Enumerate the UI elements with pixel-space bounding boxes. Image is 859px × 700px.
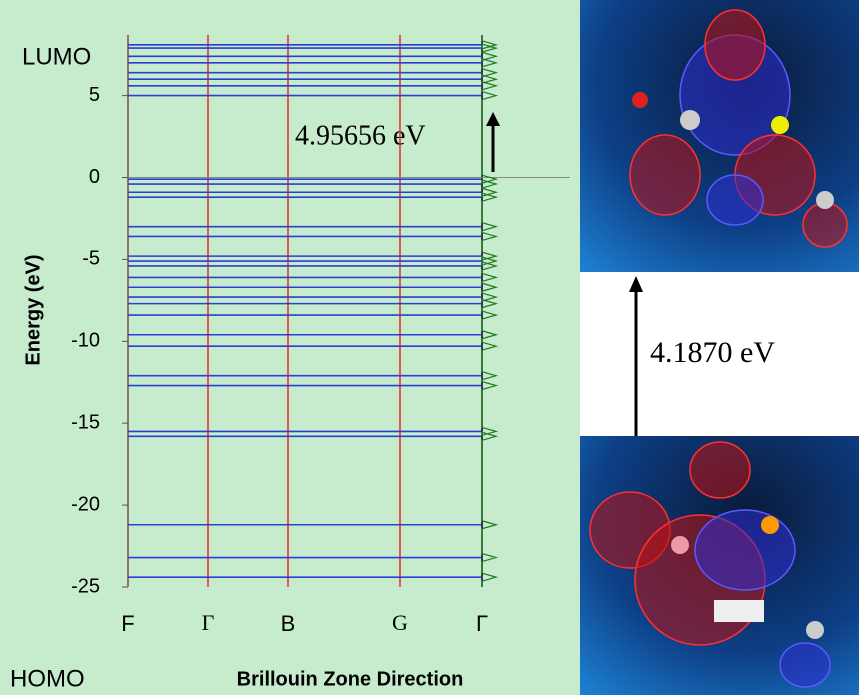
homo-orbital-image (580, 436, 859, 695)
y-tick-label: -15 (71, 411, 100, 433)
gap-annotation: 4.95656 eV (295, 120, 426, 151)
x-axis-label: Brillouin Zone Direction (237, 668, 464, 690)
y-tick-label: -20 (71, 493, 100, 515)
gap-label: 4.1870 eV (650, 336, 775, 369)
x-tick-label: F (121, 611, 134, 636)
lumo-label: LUMO (22, 43, 91, 70)
y-tick-label: 0 (89, 166, 100, 188)
arrow-head (629, 276, 643, 292)
y-axis-label: Energy (eV) (22, 254, 44, 365)
y-tick-label: -10 (71, 330, 100, 352)
figure: LUMO HOMO Brillouin Zone Direction Energ… (0, 0, 859, 695)
homo-label: HOMO (10, 665, 85, 692)
y-tick-label: -25 (71, 575, 100, 597)
x-tick-label: Γ (202, 610, 215, 635)
x-tick-label: G (392, 610, 408, 635)
lumo-orbital-image (580, 0, 859, 272)
y-tick-label: 5 (89, 84, 100, 106)
x-tick-label: B (281, 611, 296, 636)
x-tick-label: Γ (476, 611, 488, 636)
y-tick-label: -5 (82, 248, 100, 270)
